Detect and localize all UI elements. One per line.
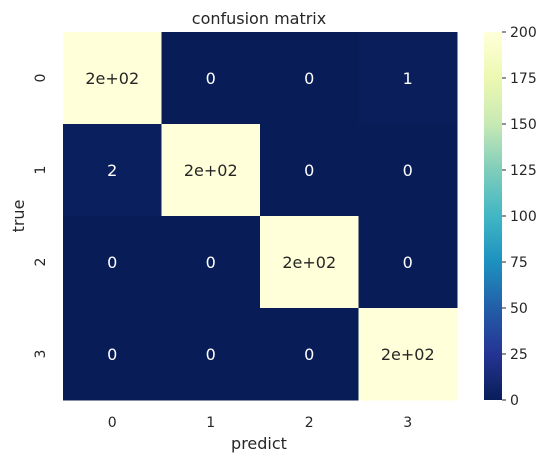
cell-annotation-1-3: 0 [403, 161, 413, 180]
heatmap-cell-3-2 [260, 308, 359, 401]
x-axis-label: predict [231, 434, 287, 453]
cell-annotation-0-0: 2e+02 [85, 69, 139, 88]
x-tick-label-1: 1 [206, 415, 215, 431]
heatmap-cell-3-3 [358, 308, 458, 401]
heatmap-cell-3-0 [63, 308, 162, 401]
colorbar-ticks: 0 25 50 75 100 125 150 175 200 [502, 25, 537, 409]
colorbar-tick-label-0: 0 [510, 393, 519, 409]
colorbar-tick-label-25: 25 [510, 347, 528, 363]
heatmap-cells [63, 32, 458, 401]
y-axis-ticks: 0 1 2 3 [33, 74, 49, 359]
cell-annotation-0-3: 1 [403, 69, 413, 88]
colorbar-tick-label-200: 200 [510, 25, 537, 41]
cell-annotation-2-0: 0 [107, 253, 117, 272]
cell-annotation-1-2: 0 [304, 161, 314, 180]
y-axis-label: true [9, 200, 28, 233]
cell-annotation-1-1: 2e+02 [184, 161, 238, 180]
cell-annotation-3-2: 0 [304, 345, 314, 364]
cell-annotation-3-3: 2e+02 [381, 345, 435, 364]
cell-annotation-0-2: 0 [304, 69, 314, 88]
cell-annotation-1-0: 2 [107, 161, 117, 180]
y-tick-label-0: 0 [33, 74, 49, 83]
colorbar-tick-label-125: 125 [510, 163, 537, 179]
colorbar-tick-label-50: 50 [510, 301, 528, 317]
heatmap-cell-0-3 [358, 32, 458, 125]
heatmap-cell-2-2 [260, 216, 359, 309]
heatmap-cell-1-1 [161, 124, 261, 217]
colorbar-tick-label-75: 75 [510, 255, 528, 271]
heatmap-cell-2-0 [63, 216, 162, 309]
heatmap-cell-2-1 [161, 216, 261, 309]
heatmap-cell-0-0 [63, 32, 162, 125]
x-tick-label-0: 0 [108, 415, 117, 431]
cell-annotation-0-1: 0 [206, 69, 216, 88]
chart-title: confusion matrix [192, 9, 326, 28]
y-tick-label-3: 3 [33, 350, 49, 359]
y-tick-label-2: 2 [33, 258, 49, 267]
heatmap-cell-1-2 [260, 124, 359, 217]
y-tick-label-1: 1 [33, 166, 49, 175]
colorbar [484, 32, 502, 400]
colorbar-tick-label-175: 175 [510, 71, 537, 87]
x-axis-ticks: 0 1 2 3 [108, 415, 412, 431]
heatmap-annotations: 2e+02 0 0 1 2 2e+02 0 0 0 0 2e+02 0 0 0 0 2e+02 [85, 69, 434, 364]
cell-annotation-3-1: 0 [206, 345, 216, 364]
cell-annotation-2-3: 0 [403, 253, 413, 272]
colorbar-tick-label-100: 100 [510, 209, 537, 225]
colorbar-tick-label-150: 150 [510, 117, 537, 133]
x-tick-label-2: 2 [305, 415, 314, 431]
heatmap-cell-0-1 [161, 32, 261, 125]
heatmap-cell-1-3 [358, 124, 458, 217]
heatmap-cell-1-0 [63, 124, 162, 217]
x-tick-label-3: 3 [403, 415, 412, 431]
heatmap-cell-3-1 [161, 308, 261, 401]
heatmap-cell-0-2 [260, 32, 359, 125]
cell-annotation-2-2: 2e+02 [282, 253, 336, 272]
cell-annotation-3-0: 0 [107, 345, 117, 364]
cell-annotation-2-1: 0 [206, 253, 216, 272]
heatmap-cell-2-3 [358, 216, 458, 309]
